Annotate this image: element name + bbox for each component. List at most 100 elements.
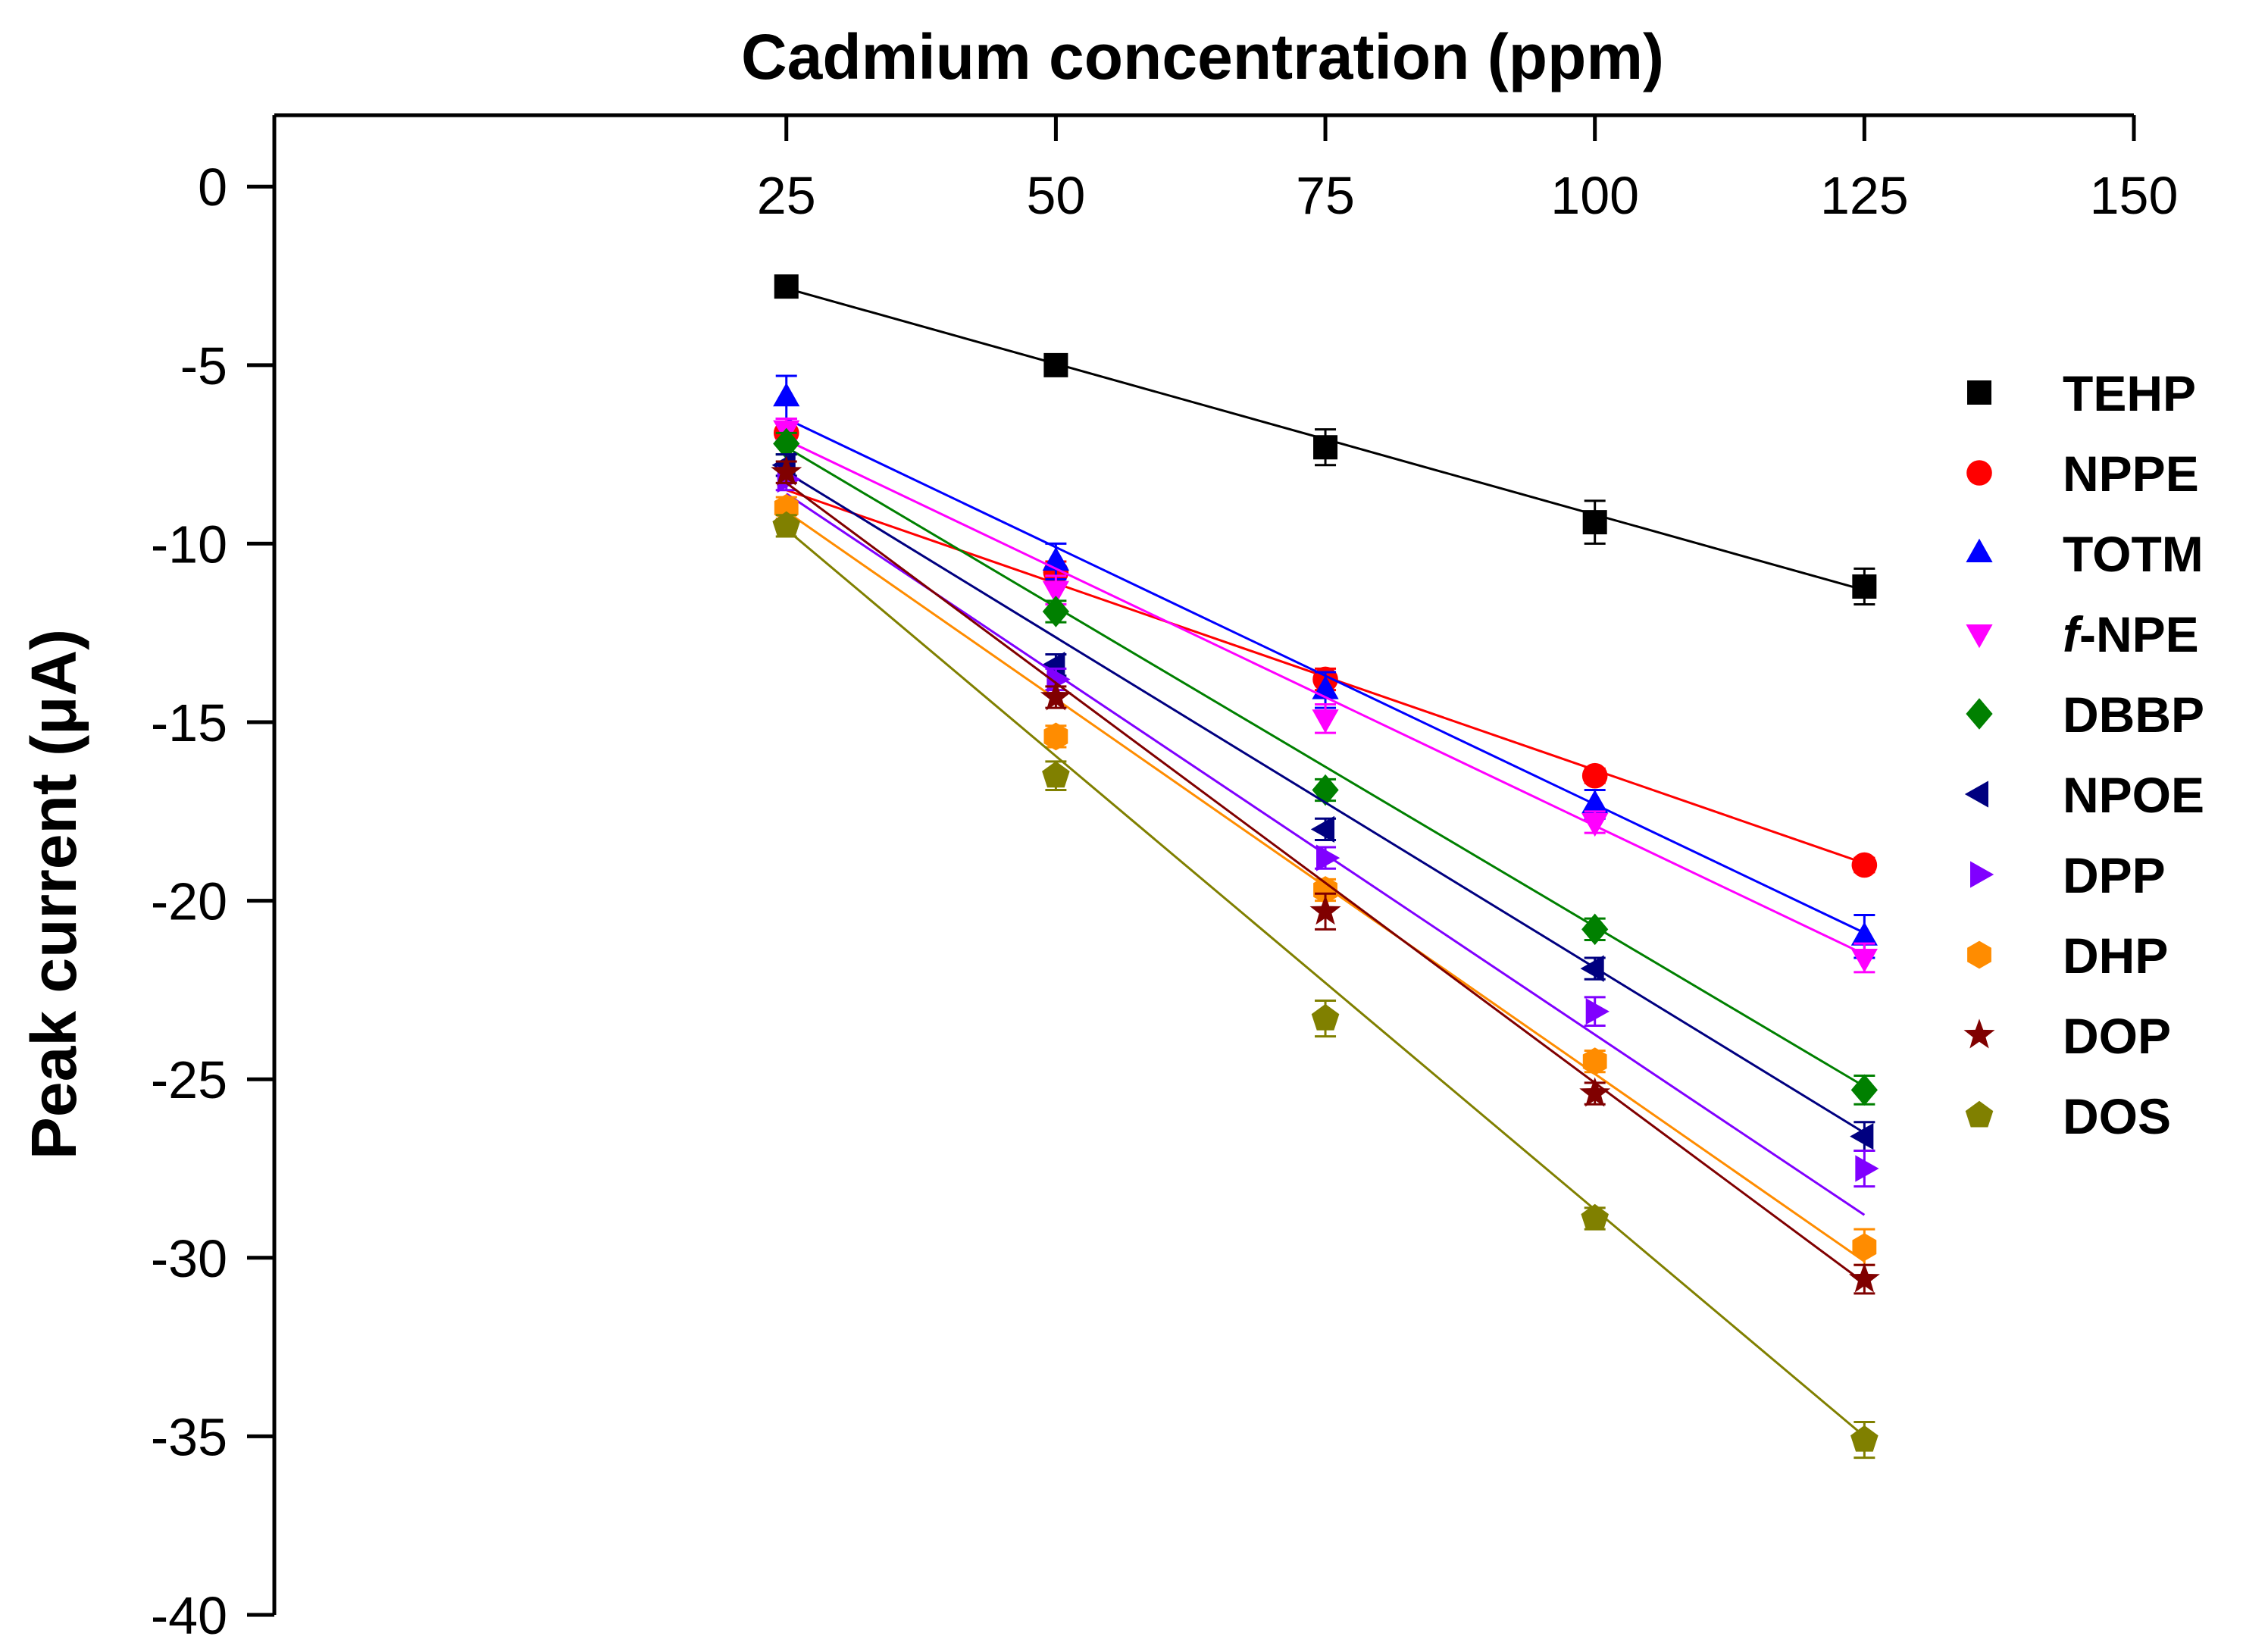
data-point	[1581, 762, 1608, 789]
data-point	[1313, 435, 1338, 460]
fit-line	[785, 471, 1866, 1134]
legend-marker	[1966, 698, 1993, 730]
data-point	[1582, 1047, 1607, 1076]
series-npoe	[771, 452, 1875, 1152]
data-point	[1585, 998, 1610, 1025]
x-tick-label: 125	[1820, 166, 1909, 225]
data-point	[1848, 1262, 1880, 1293]
data-point	[1579, 1077, 1611, 1107]
legend-label: DPP	[2063, 847, 2166, 903]
data-point	[1041, 652, 1065, 679]
data-point	[1580, 955, 1604, 982]
legend: TEHP NPPE TOTM f-NPE DBBP NPOE DPP DHP DOP DOS	[1963, 365, 2204, 1144]
data-point	[1043, 352, 1068, 377]
x-tick-label: 25	[757, 166, 816, 225]
data-point	[1850, 921, 1878, 946]
legend-item-dop: DOP	[1963, 1008, 2171, 1064]
x-tick-label: 75	[1296, 166, 1355, 225]
data-point	[1311, 1003, 1340, 1031]
fit-line	[785, 446, 1866, 1087]
y-tick-label: 0	[198, 158, 227, 217]
legend-label: NPPE	[2063, 446, 2199, 502]
data-point	[773, 383, 800, 407]
series-tehp	[774, 274, 1877, 606]
data-point	[1042, 580, 1069, 605]
legend-item-tehp: TEHP	[1967, 365, 2196, 421]
y-tick-label: -25	[151, 1050, 227, 1109]
series-dhp	[774, 493, 1877, 1266]
legend-label: DBBP	[2063, 687, 2204, 743]
legend-marker	[1963, 1018, 1995, 1049]
y-tick-label: -30	[151, 1229, 227, 1288]
data-point	[1042, 761, 1070, 788]
legend-label: DHP	[2063, 928, 2168, 984]
axes: 25 50 75 100 125 150 0 -5 -10 -15 -20 -25 -30 -35 -40	[151, 113, 2179, 1645]
legend-marker	[1966, 538, 1993, 562]
legend-marker	[1970, 861, 1994, 888]
legend-label: NPOE	[2063, 767, 2204, 823]
y-tick-label: -10	[151, 515, 227, 574]
series-nppe	[773, 420, 1878, 878]
data-point	[1309, 895, 1341, 925]
data-point	[1852, 1233, 1877, 1262]
data-point	[1581, 1203, 1609, 1231]
data-point	[771, 455, 802, 486]
data-point	[1316, 844, 1340, 871]
fit-line	[785, 528, 1866, 1438]
legend-label: DOP	[2063, 1008, 2171, 1064]
legend-item-dhp: DHP	[1967, 928, 2168, 984]
y-axis-title: Peak current (μA)	[18, 629, 89, 1159]
y-tick-label: -5	[180, 336, 227, 396]
x-tick-label: 100	[1550, 166, 1639, 225]
x-axis-title: Cadmium concentration (ppm)	[741, 21, 1664, 92]
legend-marker	[1966, 624, 1993, 649]
legend-item-nppe: NPPE	[1966, 446, 2199, 502]
legend-item-dbbp: DBBP	[1966, 687, 2204, 743]
y-tick-label: -15	[151, 693, 227, 752]
plot-area	[771, 274, 1880, 1460]
data-point	[1851, 852, 1878, 878]
legend-label: TEHP	[2063, 365, 2196, 421]
legend-marker	[1967, 940, 1991, 969]
legend-marker	[1966, 460, 1992, 486]
legend-item-dpp: DPP	[1970, 847, 2166, 903]
data-point	[1582, 510, 1607, 535]
x-tick-label: 50	[1026, 166, 1085, 225]
legend-item-npoe: NPOE	[1964, 767, 2204, 823]
y-tick-label: -35	[151, 1407, 227, 1466]
data-point	[1043, 722, 1068, 751]
data-point	[1581, 812, 1609, 837]
data-point	[1850, 1123, 1874, 1150]
series-totm	[773, 374, 1878, 959]
legend-marker	[1967, 380, 1991, 405]
data-point	[1312, 709, 1339, 734]
data-point	[1313, 876, 1337, 904]
series-dos	[772, 511, 1879, 1460]
data-point	[1581, 790, 1609, 814]
fit-line	[786, 439, 1865, 956]
data-point	[1581, 913, 1609, 946]
y-tick-label: -40	[151, 1586, 227, 1645]
legend-item-dos: DOS	[1965, 1088, 2171, 1144]
data-point	[1310, 815, 1335, 843]
legend-label: DOS	[2063, 1088, 2171, 1144]
legend-label: f-NPE	[2063, 606, 2199, 662]
data-point	[1855, 1155, 1879, 1182]
data-point	[774, 274, 799, 299]
legend-item-f-npe: f-NPE	[1966, 606, 2199, 662]
x-tick-label: 150	[2090, 166, 2179, 225]
fit-line	[785, 482, 1866, 1284]
data-point	[772, 511, 801, 538]
legend-label: TOTM	[2063, 526, 2204, 582]
y-tick-label: -20	[151, 872, 227, 931]
series-dop	[771, 455, 1880, 1295]
data-point	[1850, 949, 1878, 973]
data-point	[1850, 1425, 1879, 1452]
legend-label-rest: -NPE	[2079, 606, 2199, 662]
legend-marker	[1964, 781, 1988, 808]
data-point	[1040, 681, 1071, 711]
legend-marker	[1965, 1100, 1994, 1128]
data-point	[1850, 1074, 1878, 1106]
data-point	[1852, 574, 1877, 599]
